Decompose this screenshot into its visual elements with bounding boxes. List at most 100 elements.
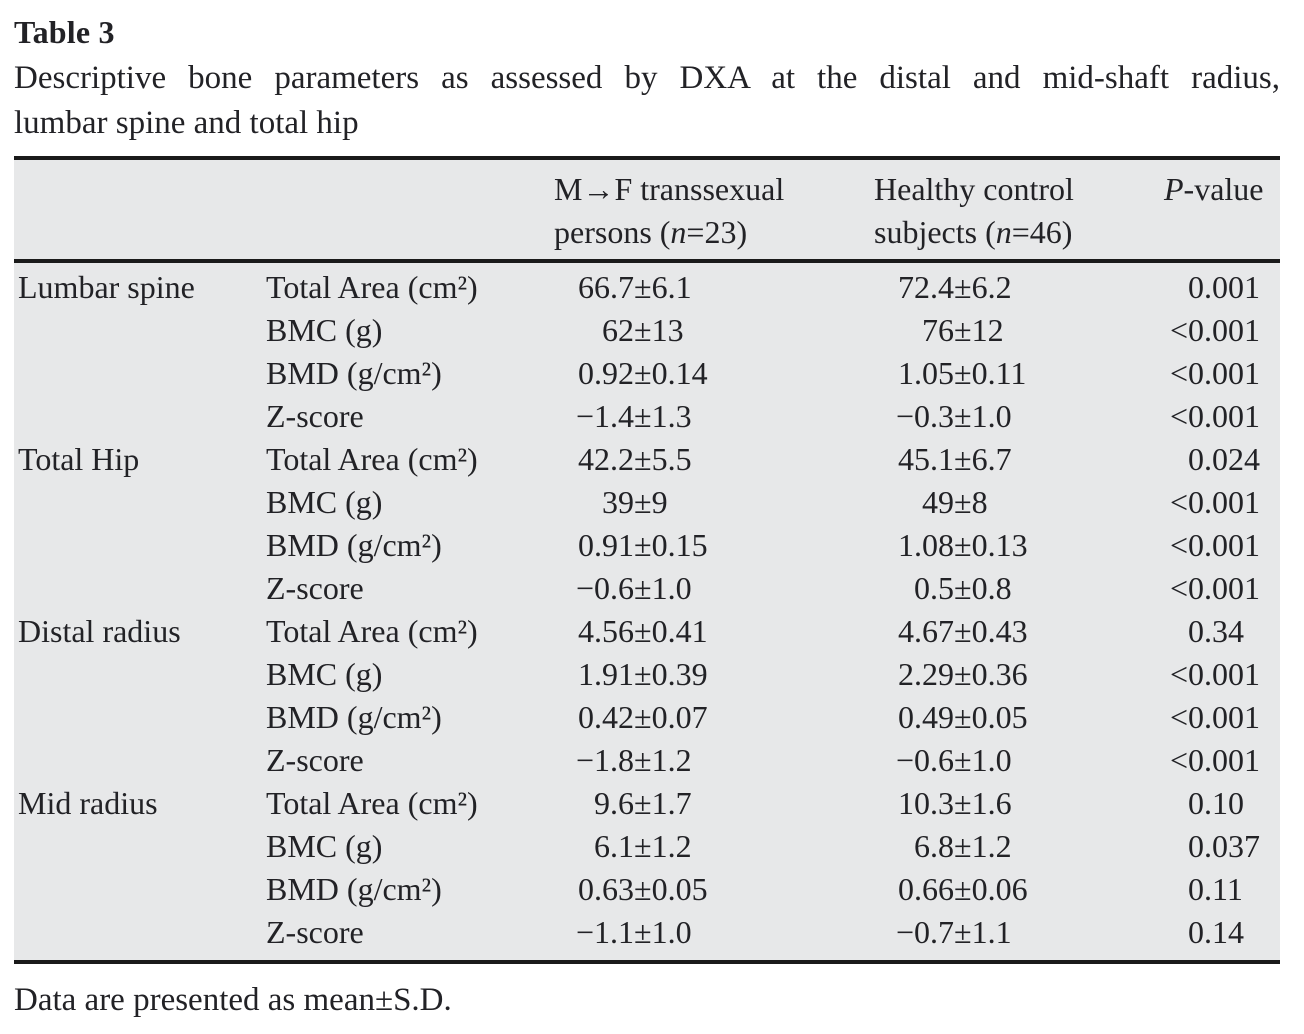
row-parameter-label: BMC (g) <box>266 656 383 692</box>
cell-p-value: 0.14 <box>1164 911 1280 954</box>
cell-transsexual-value: 0.63 ±0.05 <box>554 868 874 911</box>
value-mean: 9.6 <box>594 785 634 821</box>
row-parameter-label: Z-score <box>266 570 364 606</box>
p-value-number: 0.001 <box>1188 742 1260 778</box>
cell-control-value: 4.67 ±0.43 <box>874 610 1164 653</box>
p-value-number: 0.024 <box>1188 441 1260 477</box>
p-value-prefix <box>1164 911 1188 954</box>
cell-transsexual-value: −1.4 ±1.3 <box>554 395 874 438</box>
row-group-label: Lumbar spine <box>18 269 195 305</box>
row-parameter-label: Total Area (cm²) <box>266 785 478 821</box>
p-value-prefix: < <box>1169 312 1188 348</box>
value-mean: 39 <box>602 484 634 520</box>
p-value-prefix <box>1164 266 1188 309</box>
header-cell-transsexual-group: M→F transsexual persons (n=23) <box>554 168 874 254</box>
cell-control-value: 72.4 ±6.2 <box>874 266 1164 309</box>
p-value-prefix: < <box>1169 355 1188 391</box>
row-group-label <box>14 739 264 782</box>
value-mean: 72.4 <box>898 269 954 305</box>
cell-transsexual-value: 0.91 ±0.15 <box>554 524 874 567</box>
row-group-label <box>14 524 264 567</box>
cell-p-value: <0.001 <box>1164 395 1280 438</box>
value-sd: ±0.43 <box>954 613 1028 649</box>
p-value-prefix: < <box>1169 484 1188 520</box>
cell-p-value: <0.001 <box>1164 567 1280 610</box>
table-row: BMC (g) 39 ±9 49 ±8 <0.001 <box>14 481 1280 524</box>
cell-control-value: 49 ±8 <box>874 481 1164 524</box>
cell-p-value: 0.024 <box>1164 438 1280 481</box>
row-parameter-label: BMD (g/cm²) <box>266 699 442 735</box>
row-parameter-label: Total Area (cm²) <box>266 269 478 305</box>
value-mean: 66.7 <box>578 269 634 305</box>
cell-transsexual-value: −0.6 ±1.0 <box>554 567 874 610</box>
value-mean: 10.3 <box>898 785 954 821</box>
value-mean: −0.6 <box>895 742 954 778</box>
value-sd: ±1.7 <box>634 785 692 821</box>
row-group-label <box>14 395 264 438</box>
cell-transsexual-value: 4.56 ±0.41 <box>554 610 874 653</box>
cell-p-value: <0.001 <box>1164 696 1280 739</box>
value-sd: ±1.2 <box>954 828 1012 864</box>
header-cell-p-value: P-value <box>1164 171 1264 207</box>
value-sd: ±0.8 <box>954 570 1012 606</box>
italic-n-variable: n <box>670 214 687 250</box>
table-row: Z-score −0.6 ±1.0 0.5 ±0.8 <0.001 <box>14 567 1280 610</box>
p-value-prefix: < <box>1169 570 1188 606</box>
header-transsexual-line2: persons (n=23) <box>554 214 748 250</box>
value-mean: 0.92 <box>578 355 634 391</box>
value-mean: 6.8 <box>914 828 954 864</box>
row-parameter-label: BMD (g/cm²) <box>266 355 442 391</box>
value-mean: 1.08 <box>898 527 954 563</box>
value-sd: ±1.2 <box>634 742 692 778</box>
cell-control-value: 0.66 ±0.06 <box>874 868 1164 911</box>
row-parameter-label: Z-score <box>266 914 364 950</box>
table-number-title: Table 3 <box>14 14 115 50</box>
cell-transsexual-value: 0.92 ±0.14 <box>554 352 874 395</box>
value-sd: ±0.05 <box>634 871 708 907</box>
p-value-number: 0.001 <box>1188 269 1260 305</box>
cell-p-value: <0.001 <box>1164 524 1280 567</box>
p-value-prefix <box>1164 610 1188 653</box>
p-value-number: 0.001 <box>1188 355 1260 391</box>
cell-transsexual-value: 1.91 ±0.39 <box>554 653 874 696</box>
value-sd: ±0.06 <box>954 871 1028 907</box>
value-sd: ±1.0 <box>954 398 1012 434</box>
italic-n-variable: n <box>995 214 1012 250</box>
cell-p-value: 0.34 <box>1164 610 1280 653</box>
cell-p-value: <0.001 <box>1164 653 1280 696</box>
value-sd: ±1.2 <box>634 828 692 864</box>
cell-p-value: <0.001 <box>1164 309 1280 352</box>
row-group-label <box>14 911 264 954</box>
cell-transsexual-value: 0.42 ±0.07 <box>554 696 874 739</box>
value-mean: 6.1 <box>594 828 634 864</box>
header-control-line1: Healthy control <box>874 171 1074 207</box>
row-group-label: Total Hip <box>18 441 140 477</box>
header-cell-empty-group <box>14 168 264 254</box>
value-sd: ±8 <box>954 484 988 520</box>
cell-control-value: −0.6 ±1.0 <box>874 739 1164 782</box>
row-parameter-label: Total Area (cm²) <box>266 441 478 477</box>
table-caption-line2: lumbar spine and total hip <box>14 105 359 141</box>
row-group-label: Distal radius <box>18 613 181 649</box>
p-value-prefix: < <box>1169 398 1188 434</box>
value-mean: −1.8 <box>575 742 634 778</box>
table-row: Z-score −1.1 ±1.0 −0.7 ±1.1 0.14 <box>14 911 1280 954</box>
cell-control-value: 76 ±12 <box>874 309 1164 352</box>
row-group-label: Mid radius <box>18 785 158 821</box>
value-sd: ±6.2 <box>954 269 1012 305</box>
cell-control-value: 0.5 ±0.8 <box>874 567 1164 610</box>
value-sd: ±0.15 <box>634 527 708 563</box>
p-value-number: 0.10 <box>1188 785 1244 821</box>
cell-transsexual-value: 42.2 ±5.5 <box>554 438 874 481</box>
value-mean: −1.1 <box>575 914 634 950</box>
value-sd: ±13 <box>634 312 684 348</box>
p-value-prefix: < <box>1169 656 1188 692</box>
table-row: Z-score −1.8 ±1.2 −0.6 ±1.0 <0.001 <box>14 739 1280 782</box>
cell-p-value: 0.11 <box>1164 868 1280 911</box>
row-parameter-label: BMC (g) <box>266 484 383 520</box>
cell-control-value: 10.3 ±1.6 <box>874 782 1164 825</box>
value-mean: 0.91 <box>578 527 634 563</box>
value-sd: ±0.07 <box>634 699 708 735</box>
row-group-label <box>14 352 264 395</box>
